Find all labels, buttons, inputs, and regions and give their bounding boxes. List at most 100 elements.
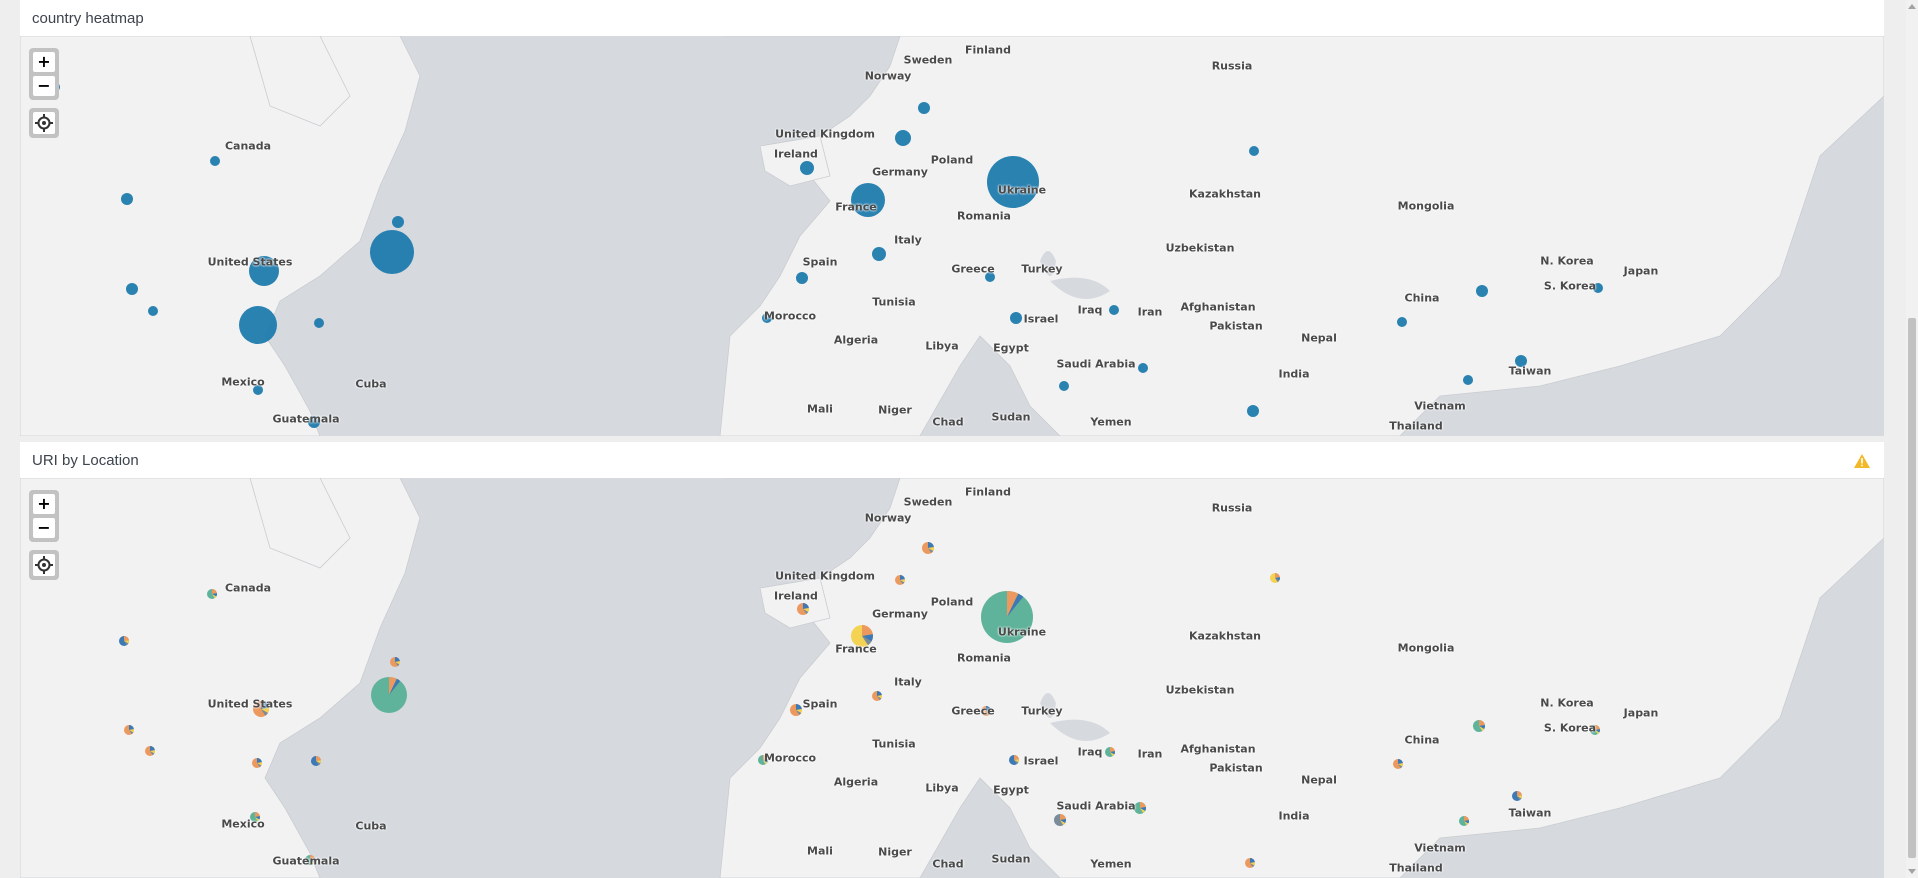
- scroll-thumb[interactable]: [1908, 318, 1916, 858]
- crosshair-icon[interactable]: [33, 112, 55, 134]
- country-bubble-marker[interactable]: [239, 306, 277, 344]
- location-pie-marker[interactable]: [981, 706, 991, 716]
- country-bubble-marker[interactable]: [1109, 305, 1119, 315]
- zoom-in-button[interactable]: +: [33, 494, 55, 514]
- location-pie-marker[interactable]: [1473, 720, 1485, 732]
- location-pie-marker[interactable]: [851, 625, 874, 647]
- country-label: Italy: [894, 233, 922, 247]
- location-pie-marker[interactable]: [1393, 759, 1403, 769]
- pie-slice: [150, 746, 155, 751]
- country-bubble-marker[interactable]: [762, 313, 772, 323]
- country-bubble-marker[interactable]: [1593, 283, 1603, 293]
- country-label: United States: [207, 255, 293, 269]
- country-label: Greece: [951, 704, 995, 718]
- panel-title: URI by Location: [32, 452, 139, 469]
- country-bubble-marker[interactable]: [851, 183, 885, 217]
- zoom-in-button[interactable]: +: [33, 52, 55, 72]
- location-pie-marker[interactable]: [145, 746, 155, 756]
- scroll-up-arrow[interactable]: [1908, 4, 1916, 9]
- location-pie-marker[interactable]: [1459, 816, 1470, 826]
- pie-slice: [862, 634, 874, 642]
- location-pie-marker[interactable]: [797, 603, 810, 615]
- country-bubble-marker[interactable]: [249, 256, 279, 286]
- pie-slice: [129, 730, 134, 735]
- crosshair-icon[interactable]: [33, 554, 55, 576]
- zoom-out-button[interactable]: −: [33, 518, 55, 538]
- country-bubble-marker[interactable]: [1249, 146, 1259, 156]
- pie-slice: [928, 546, 935, 552]
- location-pie-marker[interactable]: [1134, 802, 1146, 814]
- country-label: Canada: [224, 581, 272, 595]
- location-pie-marker[interactable]: [1105, 747, 1115, 757]
- country-bubble-marker[interactable]: [308, 416, 320, 428]
- pie-slice: [900, 575, 905, 580]
- uri-by-location-map[interactable]: Sweden Finland Norway Russia United Kingdom I…: [20, 478, 1884, 878]
- country-bubble-marker[interactable]: [1476, 285, 1488, 297]
- country-bubble-marker[interactable]: [1010, 312, 1022, 324]
- country-label: Mali: [807, 402, 833, 416]
- location-pie-marker[interactable]: [1245, 858, 1255, 868]
- location-pie-marker[interactable]: [390, 657, 400, 667]
- location-pie-marker[interactable]: [922, 542, 935, 554]
- pie-slice: [1140, 806, 1146, 812]
- pie-slice: [1110, 747, 1115, 752]
- location-pie-marker[interactable]: [252, 758, 262, 768]
- pie-slice: [316, 756, 321, 761]
- country-bubble-marker[interactable]: [796, 272, 808, 284]
- country-label: Morocco: [763, 751, 817, 765]
- pie-slice: [803, 607, 810, 613]
- pie-slice: [1014, 755, 1019, 760]
- pie-slice: [1250, 858, 1255, 863]
- country-bubble-marker[interactable]: [314, 318, 324, 328]
- pie-slice: [1398, 763, 1403, 767]
- location-pie-marker[interactable]: [371, 677, 407, 713]
- country-bubble-marker[interactable]: [895, 130, 911, 146]
- page-scrollbar[interactable]: [1906, 0, 1918, 878]
- country-label: Russia: [1211, 501, 1253, 515]
- location-pie-marker[interactable]: [1054, 814, 1066, 826]
- location-pie-marker[interactable]: [124, 725, 134, 735]
- pie-slice: [1140, 808, 1146, 814]
- pie-slice: [1595, 730, 1600, 735]
- country-heatmap-map[interactable]: Sweden Finland Norway Russia United Kingdom I…: [20, 36, 1884, 436]
- location-pie-marker[interactable]: [872, 691, 882, 701]
- location-pie-marker[interactable]: [895, 575, 905, 585]
- country-bubble-marker[interactable]: [210, 156, 220, 166]
- location-pie-marker[interactable]: [207, 589, 217, 599]
- location-pie-marker[interactable]: [758, 755, 768, 765]
- country-bubble-marker[interactable]: [126, 283, 138, 295]
- location-pie-marker[interactable]: [311, 756, 321, 766]
- location-pie-marker[interactable]: [1512, 791, 1522, 801]
- warning-triangle-icon[interactable]: [1854, 454, 1870, 468]
- location-pie-marker[interactable]: [253, 701, 269, 717]
- country-bubble-marker[interactable]: [1059, 381, 1069, 391]
- location-pie-marker[interactable]: [305, 855, 315, 865]
- country-bubble-marker[interactable]: [985, 272, 995, 282]
- country-bubble-marker[interactable]: [1397, 317, 1407, 327]
- country-bubble-marker[interactable]: [1463, 375, 1473, 385]
- country-bubble-marker[interactable]: [370, 230, 414, 274]
- location-pie-marker[interactable]: [1009, 755, 1019, 765]
- location-pie-marker[interactable]: [1270, 573, 1280, 583]
- country-label: Japan: [1623, 264, 1659, 278]
- country-bubble-marker[interactable]: [800, 161, 814, 175]
- country-bubble-marker[interactable]: [121, 193, 133, 205]
- country-bubble-marker[interactable]: [872, 247, 886, 261]
- location-pie-marker[interactable]: [1590, 725, 1600, 735]
- panel-title: country heatmap: [32, 10, 144, 27]
- location-pie-marker[interactable]: [250, 812, 260, 822]
- location-pie-marker[interactable]: [981, 591, 1033, 643]
- country-bubble-marker[interactable]: [987, 156, 1039, 208]
- country-bubble-marker[interactable]: [253, 385, 263, 395]
- country-bubble-marker[interactable]: [1138, 363, 1148, 373]
- country-bubble-marker[interactable]: [1515, 355, 1527, 367]
- zoom-out-button[interactable]: −: [33, 76, 55, 96]
- location-pie-marker[interactable]: [790, 704, 802, 716]
- scroll-down-arrow[interactable]: [1908, 869, 1916, 874]
- country-bubble-marker[interactable]: [392, 216, 404, 228]
- country-bubble-marker[interactable]: [918, 102, 930, 114]
- location-pie-marker[interactable]: [119, 636, 129, 646]
- country-bubble-marker[interactable]: [1247, 405, 1259, 417]
- country-bubble-marker[interactable]: [148, 306, 158, 316]
- country-label: Yemen: [1090, 415, 1132, 429]
